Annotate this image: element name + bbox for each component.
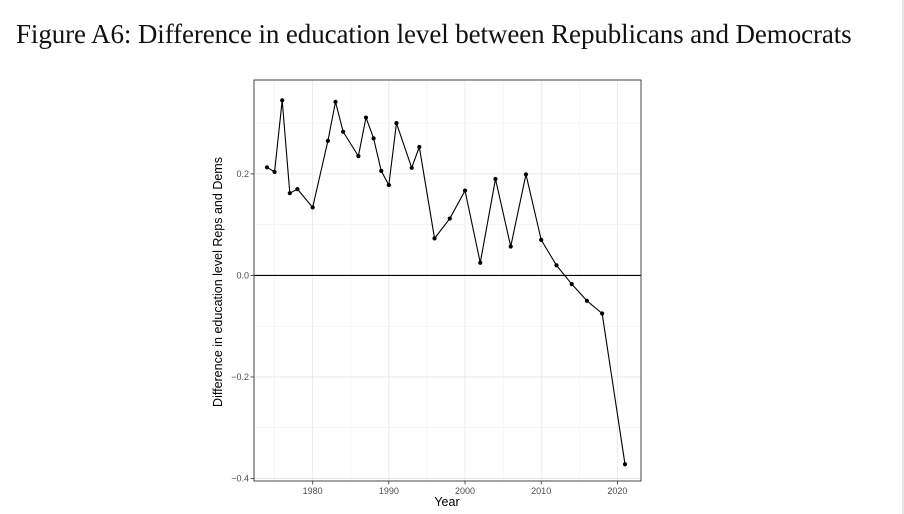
x-tick-label: 2010 — [531, 486, 551, 496]
data-point — [295, 187, 300, 192]
data-point — [341, 129, 346, 134]
data-point — [394, 121, 399, 126]
x-tick-label: 2000 — [455, 486, 475, 496]
data-point — [356, 154, 361, 159]
y-tick-label: 0.2 — [236, 169, 249, 179]
data-point — [523, 172, 529, 177]
data-point — [622, 462, 628, 467]
y-tick-label: 0.0 — [236, 271, 249, 281]
data-point — [409, 165, 414, 170]
data-point — [569, 281, 574, 287]
data-point — [280, 98, 285, 103]
data-point — [508, 244, 513, 249]
data-point — [462, 188, 468, 193]
plot-panel — [254, 80, 641, 481]
x-tick-label: 1980 — [303, 486, 323, 496]
x-tick-label: 2020 — [607, 486, 627, 496]
data-point — [272, 169, 277, 174]
data-point — [310, 205, 315, 210]
data-point — [386, 182, 391, 188]
y-tick-label: −0.2 — [231, 372, 249, 382]
data-point — [554, 263, 559, 268]
x-axis-label: Year — [434, 495, 459, 509]
data-point — [287, 191, 292, 196]
data-point — [447, 216, 452, 221]
y-axis-label: Difference in education level Reps and D… — [211, 157, 225, 407]
page-edge-divider — [902, 0, 904, 514]
data-point — [379, 168, 384, 173]
x-axis-ticks: 1980 1990 2000 2010 2020 — [303, 481, 627, 496]
data-point — [325, 138, 330, 144]
data-point — [417, 144, 422, 150]
data-point — [264, 165, 270, 170]
y-axis-ticks: −0.4 −0.2 0.0 0.2 — [231, 169, 254, 484]
minor-gridlines — [254, 80, 641, 481]
data-point — [371, 136, 376, 141]
data-point — [600, 311, 605, 316]
data-point — [363, 115, 369, 120]
plot-border — [253, 79, 642, 482]
data-series — [264, 98, 628, 467]
data-point — [432, 236, 437, 241]
data-point — [539, 237, 544, 242]
data-point — [493, 176, 498, 182]
data-point — [478, 260, 483, 265]
data-point — [333, 99, 338, 104]
x-tick-label: 1990 — [379, 486, 399, 496]
data-point — [584, 298, 590, 303]
series-line — [266, 99, 626, 465]
y-tick-label: −0.4 — [231, 474, 249, 484]
figure-title: Figure A6: Difference in education level… — [16, 19, 852, 49]
